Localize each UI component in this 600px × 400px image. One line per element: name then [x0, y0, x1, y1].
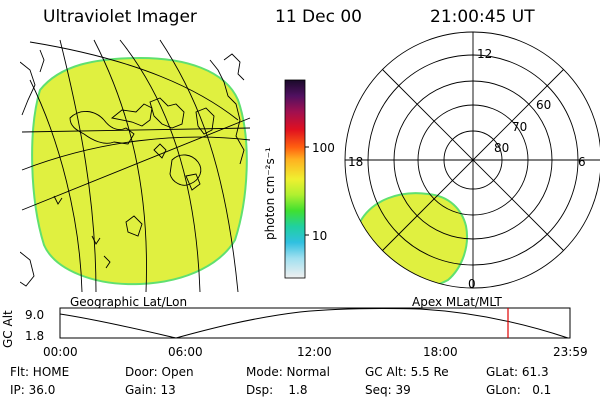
date-label: 11 Dec 00	[275, 7, 362, 27]
altitude-curve	[59, 307, 569, 339]
polar-grid	[344, 31, 600, 289]
status-dsp: Dsp: 1.8	[246, 383, 308, 397]
time-tick-1200: 12:00	[297, 345, 332, 359]
status-glon: GLon: 0.1	[486, 383, 552, 397]
mlt-label-18: 18	[348, 155, 364, 169]
status-mode: Mode: Normal	[246, 365, 330, 379]
status-door: Door: Open	[125, 365, 194, 379]
coastlines	[20, 49, 245, 287]
instrument-title: Ultraviolet Imager	[43, 7, 197, 27]
colorbar-tick-100: 100	[312, 141, 335, 155]
time-tick-0000: 00:00	[43, 345, 78, 359]
mlat-label-70: 70	[512, 120, 528, 134]
polar-caption: Apex MLat/MLT	[412, 295, 502, 309]
geo-grid	[21, 39, 251, 292]
geo-caption: Geographic Lat/Lon	[70, 295, 188, 309]
status-glat: GLat: 61.3	[486, 365, 549, 379]
colorbar-tick-10: 10	[312, 229, 328, 243]
status-seq: Seq: 39	[365, 383, 411, 397]
mlat-label-80: 80	[494, 141, 510, 155]
mlt-label-6: 6	[578, 155, 586, 169]
altitude-ylabel: GC Alt	[1, 310, 15, 348]
alt-tick-9: 9.0	[25, 308, 45, 322]
geo-aurora-image	[31, 56, 248, 286]
mlt-label-0: 0	[468, 277, 476, 291]
status-gc-alt: GC Alt: 5.5 Re	[365, 365, 449, 379]
colorbar-gradient	[284, 79, 306, 279]
mlt-label-12: 12	[477, 47, 493, 61]
status-ip: IP: 36.0	[10, 383, 56, 397]
mlat-label-60: 60	[536, 98, 552, 112]
time-tick-2359: 23:59	[553, 345, 588, 359]
status-gain: Gain: 13	[125, 383, 176, 397]
status-flt: Flt: HOME	[10, 365, 70, 379]
time-tick-1800: 18:00	[423, 345, 458, 359]
time-label: 21:00:45 UT	[430, 7, 535, 27]
time-tick-0600: 06:00	[168, 345, 203, 359]
alt-tick-1-8: 1.8	[25, 329, 45, 343]
